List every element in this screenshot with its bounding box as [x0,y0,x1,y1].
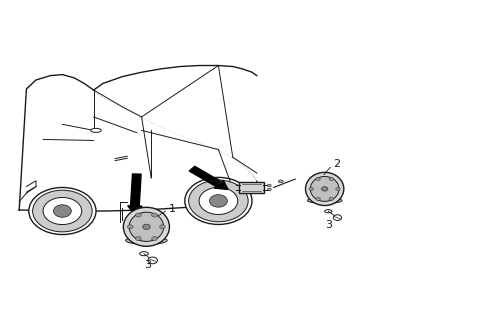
Polygon shape [19,75,257,211]
Circle shape [329,177,334,180]
Circle shape [329,197,334,201]
Circle shape [209,195,228,207]
Circle shape [143,224,150,229]
Circle shape [309,187,313,191]
Ellipse shape [123,207,169,246]
Ellipse shape [91,128,101,132]
Circle shape [152,213,157,217]
FancyBboxPatch shape [239,182,264,193]
FancyArrow shape [189,166,228,190]
FancyBboxPatch shape [314,182,324,194]
Circle shape [267,184,271,187]
Ellipse shape [126,237,167,244]
Circle shape [160,225,166,229]
FancyArrow shape [128,174,142,214]
Circle shape [336,187,340,191]
Circle shape [33,190,92,232]
Circle shape [135,237,141,241]
Circle shape [127,225,133,229]
Circle shape [148,257,157,264]
Circle shape [333,215,342,220]
Ellipse shape [306,172,344,206]
Text: 1: 1 [169,204,176,214]
Circle shape [189,180,248,222]
Text: 3: 3 [144,260,151,270]
FancyBboxPatch shape [135,216,148,230]
Circle shape [267,188,271,191]
Ellipse shape [129,212,164,241]
Circle shape [53,205,72,217]
Ellipse shape [307,198,342,203]
Ellipse shape [324,210,332,213]
Circle shape [152,237,157,241]
Circle shape [29,187,96,235]
Circle shape [43,198,82,224]
Ellipse shape [140,252,148,256]
Circle shape [316,197,320,201]
Ellipse shape [310,176,339,201]
Ellipse shape [278,180,283,183]
Circle shape [322,187,328,191]
Circle shape [316,177,320,180]
Circle shape [185,177,252,224]
Text: 2: 2 [334,159,341,169]
Circle shape [135,213,141,217]
Circle shape [199,187,238,214]
Text: 3: 3 [325,220,333,230]
